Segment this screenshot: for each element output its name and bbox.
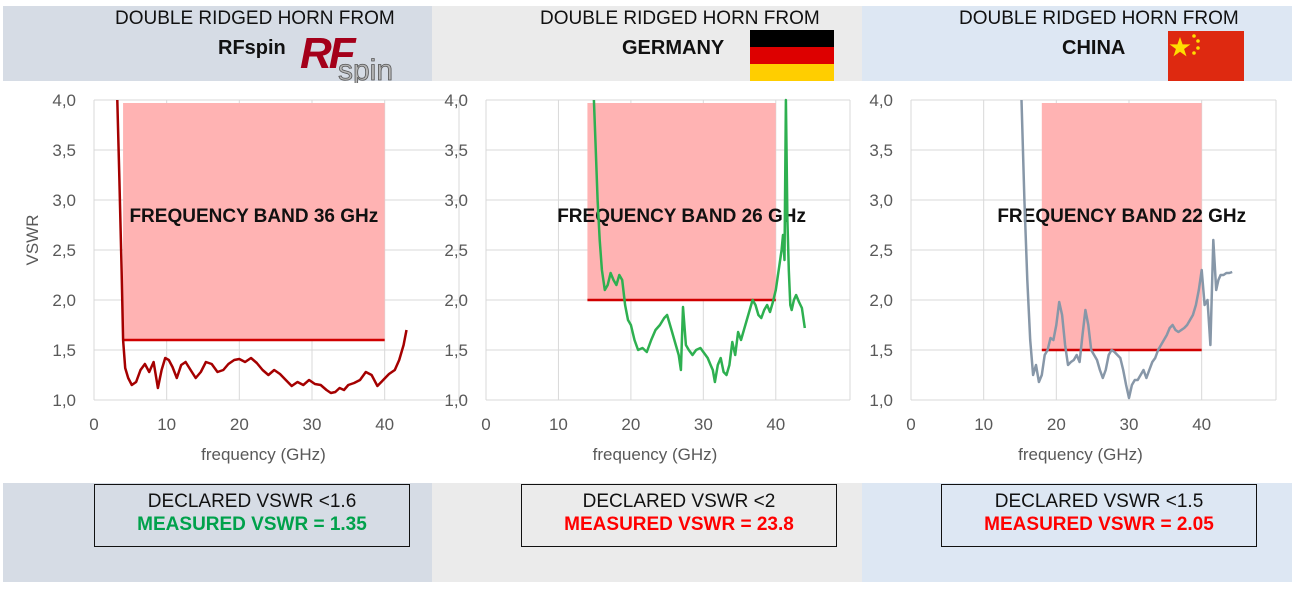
rfspin-logo: RF spin xyxy=(300,31,393,83)
declared-vswr: DECLARED VSWR <2 xyxy=(582,491,776,512)
measured-vswr: MEASURED VSWR = 2.05 xyxy=(984,514,1214,535)
vswr-series-line xyxy=(1020,99,1233,400)
frequency-band xyxy=(123,103,385,340)
x-tick-label: 10 xyxy=(974,415,993,434)
y-tick-label: 4,0 xyxy=(869,91,893,110)
x-tick-label: 0 xyxy=(906,415,915,434)
result-box-2: DECLARED VSWR <2 MEASURED VSWR = 23.8 xyxy=(521,484,837,547)
measured-vswr: MEASURED VSWR = 1.35 xyxy=(137,514,367,535)
y-tick-label: 3,0 xyxy=(52,191,76,210)
x-tick-label: 10 xyxy=(549,415,568,434)
y-tick-label: 2,5 xyxy=(444,241,468,260)
y-tick-label: 4,0 xyxy=(444,91,468,110)
y-tick-label: 3,0 xyxy=(444,191,468,210)
header-origin: RFspin xyxy=(218,37,286,59)
header-panel-2: DOUBLE RIDGED HORN FROM GERMANY xyxy=(432,6,862,81)
y-tick-label: 2,5 xyxy=(869,241,893,260)
footer-panel-2 xyxy=(432,483,862,582)
y-tick-label: 2,0 xyxy=(444,291,468,310)
header-title: DOUBLE RIDGED HORN FROM xyxy=(540,8,820,29)
chart-1: FREQUENCY BAND 36 GHz 1,0 1,5 2,0 2,5 3,0 3,5 4… xyxy=(23,91,460,464)
x-tick-label: 40 xyxy=(766,415,785,434)
svg-text:RF: RF xyxy=(300,31,357,78)
y-tick-label: 4,0 xyxy=(52,91,76,110)
x-tick-label: 40 xyxy=(375,415,394,434)
china-flag-icon xyxy=(1168,31,1244,81)
chart-2: FREQUENCY BAND 26 GHz 1,0 1,5 2,0 2,5 3,0 3,5 4… xyxy=(444,91,851,464)
x-tick-label: 20 xyxy=(621,415,640,434)
chart-3: FREQUENCY BAND 22 GHz 1,0 1,5 2,0 2,5 3,0 3,5 4… xyxy=(869,91,1277,464)
y-tick-label: 3,5 xyxy=(444,141,468,160)
y-tick-label: 2,0 xyxy=(52,291,76,310)
declared-vswr: DECLARED VSWR <1.6 xyxy=(147,491,357,512)
frequency-band xyxy=(1041,103,1202,350)
x-tick-label: 40 xyxy=(1192,415,1211,434)
y-tick-label: 1,5 xyxy=(444,341,468,360)
header-origin: CHINA xyxy=(1062,37,1126,59)
declared-vswr: DECLARED VSWR <1.5 xyxy=(994,491,1204,512)
y-axis-label: VSWR xyxy=(23,215,42,266)
x-axis-label: frequency (GHz) xyxy=(593,445,718,464)
y-tick-label: 1,0 xyxy=(444,391,468,410)
y-tick-label: 1,5 xyxy=(869,341,893,360)
x-axis-label: frequency (GHz) xyxy=(1018,445,1143,464)
x-tick-label: 10 xyxy=(157,415,176,434)
frequency-band xyxy=(587,103,776,300)
header-panel-3: DOUBLE RIDGED HORN FROM CHINA xyxy=(862,6,1292,81)
germany-flag-icon xyxy=(750,30,834,81)
x-tick-label: 20 xyxy=(230,415,249,434)
header-title: DOUBLE RIDGED HORN FROM xyxy=(959,8,1239,29)
x-tick-label: 20 xyxy=(1047,415,1066,434)
x-tick-label: 30 xyxy=(1120,415,1139,434)
y-tick-label: 1,0 xyxy=(869,391,893,410)
footer-panel-3 xyxy=(862,483,1292,582)
measured-vswr: MEASURED VSWR = 23.8 xyxy=(564,514,794,535)
band-label: FREQUENCY BAND 36 GHz xyxy=(129,206,378,227)
y-tick-label: 3,5 xyxy=(52,141,76,160)
header-origin: GERMANY xyxy=(622,37,725,59)
band-label: FREQUENCY BAND 22 GHz xyxy=(997,206,1246,227)
x-tick-label: 0 xyxy=(89,415,98,434)
result-box-3: DECLARED VSWR <1.5 MEASURED VSWR = 2.05 xyxy=(941,484,1257,547)
x-tick-label: 30 xyxy=(303,415,322,434)
y-tick-label: 3,0 xyxy=(869,191,893,210)
svg-text:spin: spin xyxy=(338,54,393,83)
vswr-series-line xyxy=(592,98,807,384)
x-tick-label: 0 xyxy=(481,415,490,434)
result-box-1: DECLARED VSWR <1.6 MEASURED VSWR = 1.35 xyxy=(94,484,410,547)
y-tick-label: 2,0 xyxy=(869,291,893,310)
header-panel-1: DOUBLE RIDGED HORN FROM RFspin RF spin xyxy=(3,6,432,83)
y-tick-label: 3,5 xyxy=(869,141,893,160)
x-axis-label: frequency (GHz) xyxy=(201,445,326,464)
vswr-series-line xyxy=(116,99,408,395)
header-title: DOUBLE RIDGED HORN FROM xyxy=(115,8,395,29)
band-label: FREQUENCY BAND 26 GHz xyxy=(557,206,806,227)
y-tick-label: 1,0 xyxy=(52,391,76,410)
footer-panel-1 xyxy=(3,483,432,582)
y-tick-label: 2,5 xyxy=(52,241,76,260)
x-tick-label: 30 xyxy=(694,415,713,434)
y-tick-label: 1,5 xyxy=(52,341,76,360)
